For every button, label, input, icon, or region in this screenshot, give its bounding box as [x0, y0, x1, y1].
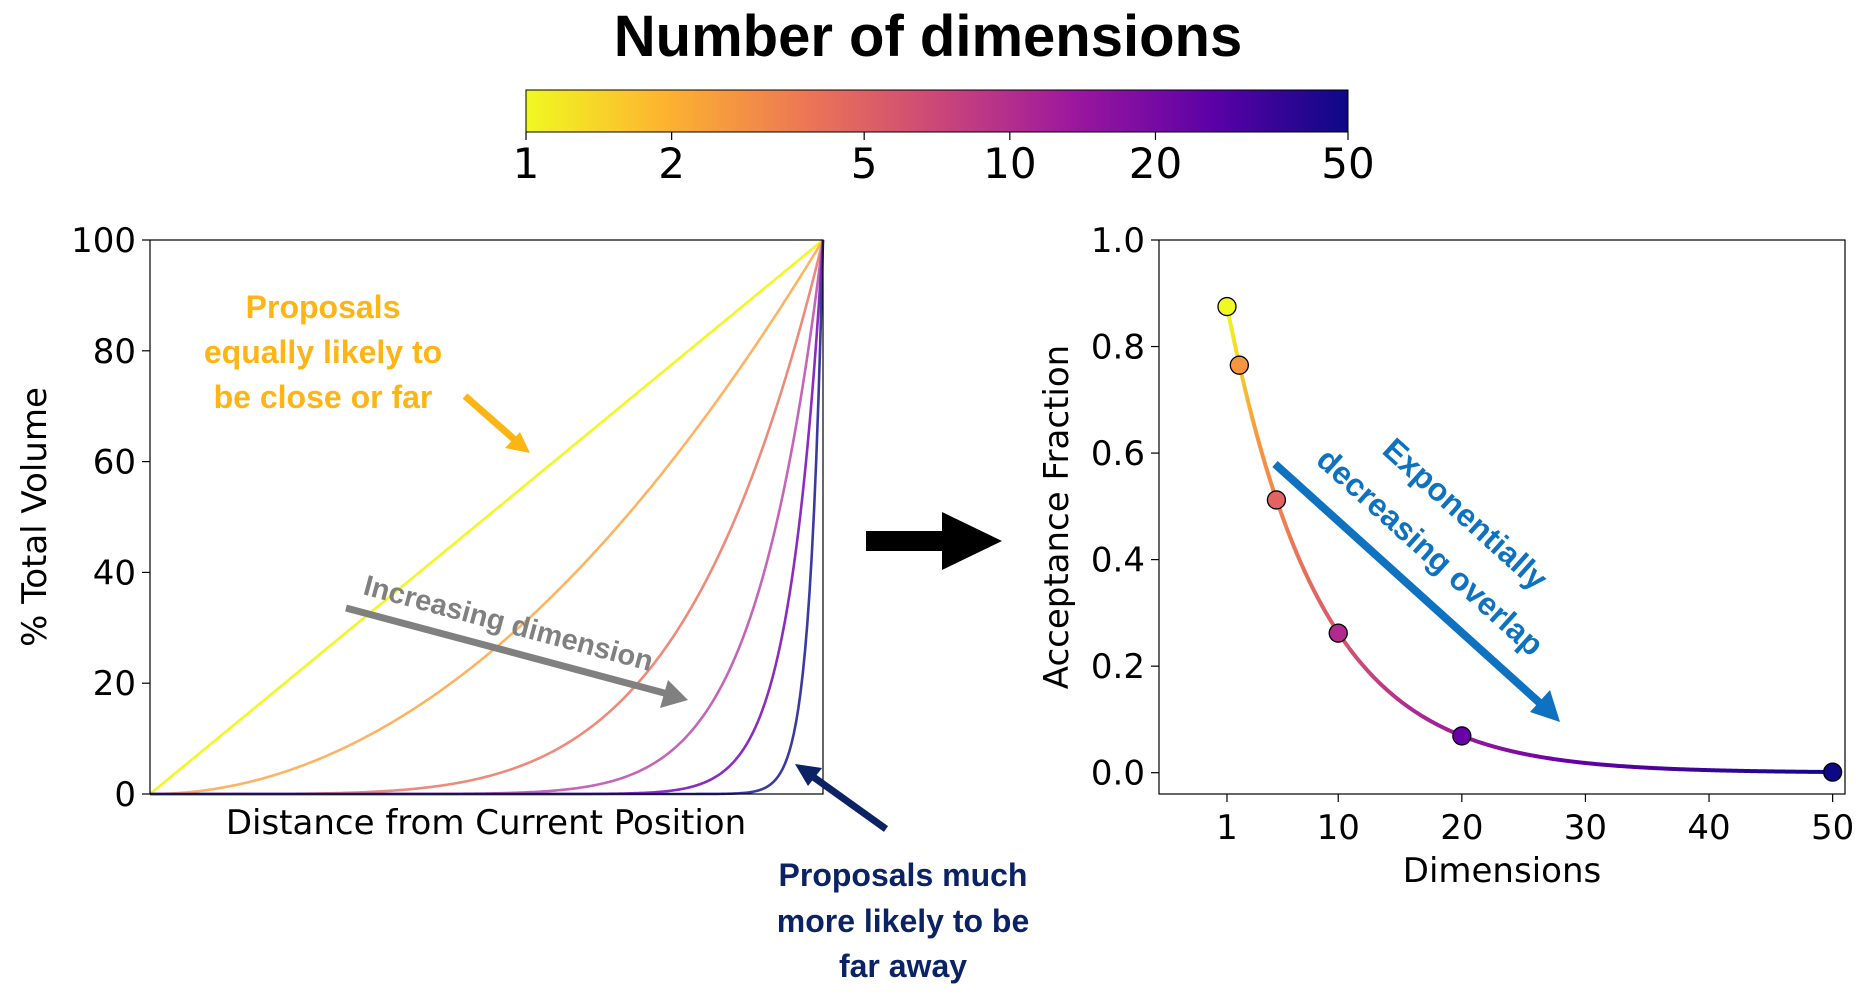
right-ytick-label: 0.8 [1091, 328, 1145, 368]
colorbar-tick-label: 10 [983, 139, 1036, 188]
increasing-dimension-arrowhead [660, 680, 688, 708]
left-chart: 0 20 40 60 80 100 Distance from Current Posit… [15, 221, 825, 843]
left-ytick-label: 100 [71, 221, 136, 261]
colorbar-tick-label: 20 [1129, 139, 1182, 188]
acceptance-point-20 [1452, 726, 1472, 746]
annotation-equally-likely-line-1: Proposals [246, 289, 401, 325]
left-ytick-label: 80 [93, 332, 136, 372]
annotation-increasing-dimension: Increasing dimension [345, 570, 688, 708]
right-ytick-label: 1.0 [1091, 221, 1145, 261]
volume-curve-d2 [149, 239, 825, 796]
annotation-equally-likely: Proposals equally likely to be close or … [204, 289, 530, 453]
exponential-arrow [1272, 461, 1545, 708]
increasing-dimension-arrow [345, 604, 669, 698]
right-xtick-label: 20 [1440, 808, 1483, 848]
right-xtick-label: 30 [1564, 808, 1607, 848]
right-ytick-label: 0.0 [1091, 754, 1145, 794]
left-chart-xlabel: Distance from Current Position [226, 803, 746, 843]
left-chart-frame [149, 239, 824, 795]
colorbar [525, 89, 1349, 133]
annotation-far-away-line-2: more likely to be [777, 903, 1030, 939]
annotation-far-away-line-3: far away [839, 948, 967, 984]
annotation-equally-likely-line-3: be close or far [214, 379, 433, 415]
annotation-equally-likely-line-2: equally likely to [204, 334, 442, 370]
annotation-equally-likely-arrow [462, 393, 518, 443]
right-chart-xlabel: Dimensions [1403, 851, 1601, 891]
right-chart-xticks: 1 10 20 30 40 50 [1216, 794, 1854, 848]
right-xtick-label: 50 [1811, 808, 1854, 848]
transition-arrow [866, 512, 1002, 570]
right-xtick-label: 10 [1317, 808, 1360, 848]
annotation-far-away-arrowhead [795, 764, 822, 786]
colorbar-tick-label: 2 [658, 139, 685, 188]
acceptance-point-10 [1328, 623, 1348, 643]
left-ytick-label: 40 [93, 553, 136, 593]
annotation-exponential: Exponentially decreasing overlap [1272, 431, 1560, 722]
left-ytick-label: 20 [93, 664, 136, 704]
colorbar-title: Number of dimensions [614, 4, 1242, 69]
right-ytick-label: 0.6 [1091, 434, 1145, 474]
right-ytick-label: 0.2 [1091, 647, 1145, 687]
left-ytick-label: 0 [114, 775, 136, 815]
acceptance-curve [1225, 306, 1833, 775]
acceptance-point-50 [1822, 762, 1843, 782]
right-ytick-label: 0.4 [1091, 541, 1145, 581]
acceptance-point-1 [1217, 296, 1237, 317]
colorbar-ticks: 1 2 5 10 20 50 [513, 132, 1375, 188]
right-xtick-label: 40 [1687, 808, 1730, 848]
annotation-equally-likely-arrowhead [505, 432, 530, 453]
acceptance-point-5 [1266, 490, 1287, 510]
left-chart-ylabel: % Total Volume [15, 387, 55, 647]
right-chart-frame [1158, 239, 1846, 795]
colorbar-tick-label: 50 [1321, 139, 1374, 188]
right-chart-yticks: 0.0 0.2 0.4 0.6 0.8 1.0 [1091, 221, 1159, 794]
annotation-far-away-arrow [809, 773, 889, 832]
left-ytick-label: 60 [93, 443, 136, 483]
exponential-arrowhead [1530, 690, 1560, 722]
volume-curve-d1 [149, 238, 824, 796]
left-chart-yticks: 0 20 40 60 80 100 [71, 221, 150, 815]
acceptance-points [1217, 296, 1843, 782]
right-chart: 0.0 0.2 0.4 0.6 0.8 1.0 1 10 20 30 40 50 Dimension… [1037, 221, 1854, 891]
right-chart-ylabel: Acceptance Fraction [1037, 345, 1077, 689]
annotation-far-away: Proposals much more likely to be far awa… [777, 764, 1030, 984]
colorbar-tick-label: 5 [851, 139, 878, 188]
colorbar-tick-label: 1 [513, 139, 540, 188]
right-xtick-label: 1 [1216, 808, 1238, 848]
acceptance-point-2 [1229, 355, 1249, 375]
annotation-far-away-line-1: Proposals much [779, 857, 1028, 893]
